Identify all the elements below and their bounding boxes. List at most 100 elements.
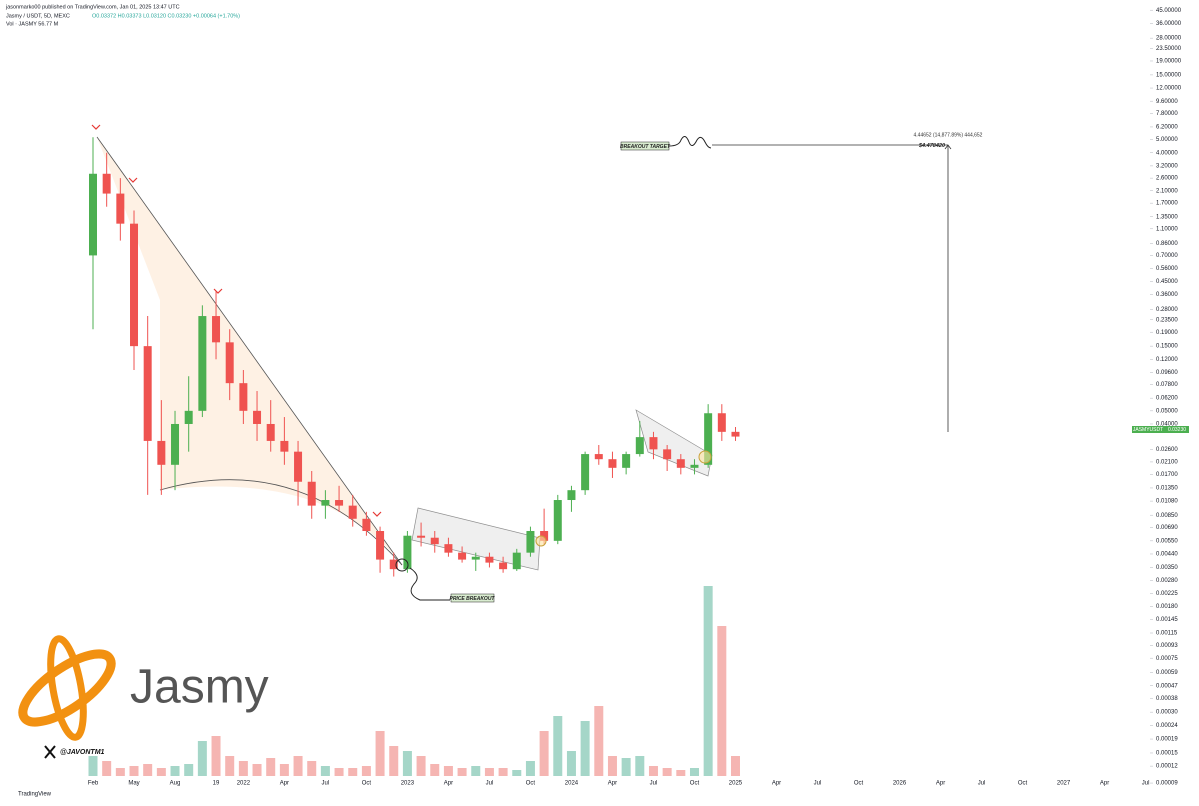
- candle-body: [403, 535, 412, 570]
- candle-body: [239, 383, 248, 411]
- candle-body: [690, 464, 699, 468]
- candle-body: [635, 437, 644, 455]
- annotations: PRICE BREAKOUT BREAKOUT TARGET $4.478420…: [91, 124, 1189, 603]
- y-tick-label: 0.00012: [1156, 764, 1178, 770]
- volume-bar: [539, 731, 549, 776]
- y-tick-label: 0.23500: [1156, 317, 1178, 323]
- candle-body: [704, 413, 713, 465]
- y-tick-label: 0.07800: [1156, 382, 1178, 388]
- volume-bar: [553, 716, 563, 776]
- volume-bar: [580, 721, 590, 776]
- candle-body: [116, 193, 125, 224]
- y-tick-label: 0.01080: [1156, 499, 1178, 505]
- candle-body: [225, 342, 234, 384]
- y-tick-label: 12.00000: [1156, 86, 1182, 92]
- breakout-circle: [395, 558, 409, 572]
- annotation: 4.44652 (14,877.89%) 444,652: [914, 132, 983, 138]
- candle-body: [253, 410, 262, 424]
- price-tag: [1132, 426, 1165, 433]
- x-tick-label: Apr: [608, 781, 617, 787]
- x-tick-label: Jul: [650, 781, 658, 787]
- candle-body: [499, 562, 508, 570]
- annotation: PRICE BREAKOUT: [449, 596, 495, 602]
- volume-bar: [143, 764, 153, 776]
- y-tick-label: 45.00000: [1156, 8, 1182, 14]
- y-tick-label: 28.00000: [1156, 36, 1182, 42]
- volume-bar: [621, 758, 631, 776]
- y-tick-label: 0.00015: [1156, 751, 1178, 757]
- x-tick-label: Jul: [1142, 781, 1150, 787]
- y-tick-label: 0.00115: [1156, 631, 1178, 637]
- volume-bar: [320, 766, 330, 776]
- candle-body: [321, 500, 330, 506]
- y-tick-label: 0.70000: [1156, 253, 1178, 259]
- y-tick-label: 15.00000: [1156, 72, 1182, 78]
- x-tick-label: 2025: [729, 781, 743, 787]
- volume-bar: [170, 766, 180, 776]
- y-tick-label: 0.00030: [1156, 710, 1178, 716]
- candle-body: [348, 505, 357, 519]
- y-tick-label: 0.15000: [1156, 344, 1178, 350]
- volume-bar: [430, 764, 440, 776]
- y-tick-label: 0.00024: [1156, 723, 1178, 729]
- y-tick-label: 0.00145: [1156, 617, 1178, 623]
- candle-body: [102, 173, 111, 194]
- y-tick-label: 0.04000: [1156, 422, 1178, 428]
- x-tick-label: Jul: [322, 781, 330, 787]
- candle-body: [567, 490, 576, 501]
- arrow: [409, 567, 450, 601]
- volume-bar: [129, 766, 139, 776]
- y-tick-label: 0.45000: [1156, 279, 1178, 285]
- breakout-circle: [535, 535, 547, 547]
- volume-bar: [689, 768, 699, 776]
- candles: [88, 137, 740, 776]
- y-tick-label: 0.00009: [1156, 781, 1178, 787]
- y-tick-label: 2.10000: [1156, 188, 1178, 194]
- candle-body: [622, 454, 631, 468]
- candle-body: [376, 531, 385, 560]
- candle-body: [594, 454, 603, 460]
- volume-bar: [375, 731, 385, 776]
- candle-body: [663, 449, 672, 460]
- x-tick-label: May: [128, 781, 139, 787]
- y-tick-label: 0.36000: [1156, 292, 1178, 298]
- volume-bar: [471, 766, 481, 776]
- volume-bar: [566, 751, 576, 776]
- y-tick-label: 0.12000: [1156, 357, 1178, 363]
- candle-body: [307, 481, 316, 506]
- volume-bar: [279, 764, 289, 776]
- candle-body: [430, 537, 439, 545]
- breakout-circle: [698, 450, 712, 464]
- logo-ring: [47, 635, 87, 741]
- volume-bar: [156, 768, 166, 776]
- volume-bar: [443, 766, 453, 776]
- volume-bar: [348, 768, 358, 776]
- y-tick-label: 23.50000: [1156, 46, 1182, 52]
- volume-bar: [197, 741, 207, 776]
- candle-body: [130, 223, 139, 347]
- volume-bar: [607, 756, 617, 776]
- logo-text: Jasmy: [130, 661, 269, 714]
- y-tick-label: 0.28000: [1156, 307, 1178, 313]
- candle-body: [198, 316, 207, 411]
- volume-bar: [648, 766, 658, 776]
- y-tick-label: 3.20000: [1156, 163, 1178, 169]
- y-tick-label: 0.02100: [1156, 460, 1178, 466]
- y-tick-label: 0.00350: [1156, 565, 1178, 571]
- y-tick-label: 0.05000: [1156, 408, 1178, 414]
- y-tick-label: 0.02600: [1156, 447, 1178, 453]
- candle-body: [485, 556, 494, 563]
- candle-body: [649, 437, 658, 450]
- candle-body: [389, 559, 398, 570]
- price-tag-text: 0.03230: [1168, 427, 1186, 433]
- candle-body: [608, 459, 617, 468]
- annotation: BREAKOUT TARGET: [620, 144, 671, 150]
- volume-bar: [334, 768, 344, 776]
- volume-bar: [402, 751, 412, 776]
- volume-bar: [416, 756, 426, 776]
- header-title: jasonmarko00 published on TradingView.co…: [5, 4, 180, 10]
- flag-channel: [411, 507, 541, 571]
- candle-body: [184, 410, 193, 424]
- volume-bar: [717, 626, 727, 776]
- x-tick-label: Jul: [814, 781, 822, 787]
